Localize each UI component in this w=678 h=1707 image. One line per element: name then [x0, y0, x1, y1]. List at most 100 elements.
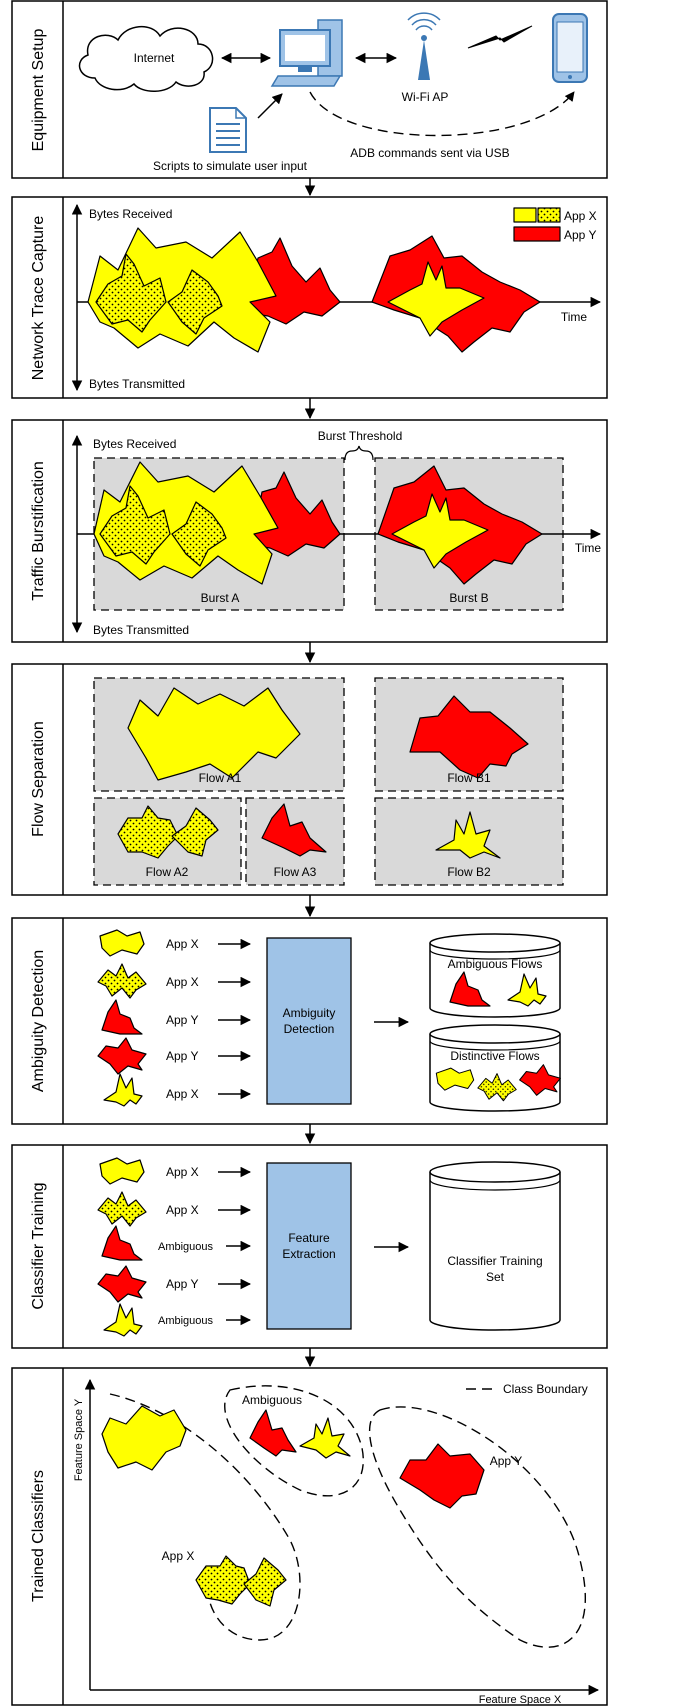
flow-a3-label: Flow A3 [274, 865, 317, 879]
legend-swatch-app-x-dotted [537, 207, 561, 223]
legend-swatch-app-y [513, 226, 561, 242]
ambiguous-flows-db: Ambiguous Flows [429, 933, 561, 1018]
burst-time-label: Time [575, 541, 602, 555]
stage-title-burst: Traffic Burstification [30, 461, 47, 601]
trained-app-y-label: App Y [490, 1454, 522, 1468]
ambiguity-section: App X App X App Y App Y App X Ambiguity … [97, 929, 561, 1112]
training-set-line-1: Classifier Training [447, 1254, 542, 1268]
adb-label: ADB commands sent via USB [350, 146, 509, 160]
wifi-ap-label: Wi-Fi AP [402, 90, 449, 104]
flow-a2-label: Flow A2 [146, 865, 189, 879]
ambiguity-flow-5 [103, 1073, 143, 1107]
setup-section: Internet Wi-Fi AP [78, 12, 588, 173]
stage-title-trained: Trained Classifiers [30, 1470, 47, 1602]
ambiguity-label-1: App X [166, 937, 199, 951]
boundary-app-x [109, 1393, 301, 1641]
training-flow-3 [101, 1225, 143, 1261]
ambiguity-detection-box [266, 937, 352, 1105]
cloud-icon [78, 26, 214, 92]
time-label: Time [561, 310, 588, 324]
burst-threshold-label: Burst Threshold [318, 429, 403, 443]
stage-frame-setup [11, 0, 608, 179]
stage-title-training: Classifier Training [30, 1182, 47, 1309]
trace-burst-b [371, 235, 541, 353]
ambiguous-flows-label: Ambiguous Flows [448, 957, 543, 971]
feature-space-x-label: Feature Space X [479, 1694, 562, 1706]
burst-a-label: Burst A [201, 591, 240, 605]
class-boundary-label: Class Boundary [503, 1382, 588, 1396]
burst-b-traffic [377, 465, 543, 585]
wifi-antenna-icon [407, 12, 441, 80]
training-flow-2 [97, 1191, 147, 1227]
feature-extraction-box [266, 1162, 352, 1330]
legend-swatch-app-x [513, 207, 537, 223]
burst-bytes-transmitted-label: Bytes Transmitted [93, 623, 189, 637]
training-flow-1 [99, 1157, 145, 1185]
feature-box-line-1: Feature [288, 1231, 330, 1245]
burst-bytes-received-label: Bytes Received [93, 437, 176, 451]
ambiguity-label-4: App Y [166, 1049, 198, 1063]
trace-burst-a [87, 227, 341, 353]
bytes-transmitted-label: Bytes Transmitted [89, 377, 185, 391]
ambiguity-flow-1 [99, 929, 145, 957]
document-icon [209, 107, 247, 153]
training-label-2: App X [166, 1203, 199, 1217]
flow-b2-shape [435, 811, 501, 859]
distinctive-flows-label: Distinctive Flows [450, 1049, 539, 1063]
boundary-ambiguous [224, 1385, 364, 1497]
ambiguity-box-line-2: Detection [284, 1022, 335, 1036]
trained-ambiguous-yellow-shape [299, 1417, 351, 1459]
trained-app-x-label: App X [162, 1549, 195, 1563]
ambiguity-flow-4 [97, 1037, 147, 1075]
trained-ambiguous-label: Ambiguous [242, 1393, 302, 1407]
burst-threshold-brace [344, 445, 374, 461]
flow-a1-label: Flow A1 [199, 771, 242, 785]
trained-app-y-shape [399, 1443, 485, 1509]
ambiguity-flow-3 [101, 999, 143, 1035]
training-label-3: Ambiguous [158, 1241, 214, 1253]
stage-frame-trained [11, 1367, 608, 1706]
trained-app-x-shape [101, 1405, 187, 1471]
training-label-5: Ambiguous [158, 1315, 214, 1327]
ambiguity-label-5: App X [166, 1087, 199, 1101]
trained-app-x-dotted-shape [195, 1555, 287, 1607]
burst-b-label: Burst B [449, 591, 488, 605]
distinctive-flows-db: Distinctive Flows [429, 1024, 561, 1112]
bytes-received-label: Bytes Received [89, 207, 172, 221]
boundary-app-y [368, 1406, 586, 1648]
flow-b1-label: Flow B1 [447, 771, 491, 785]
flow-b2-label: Flow B2 [447, 865, 491, 879]
legend-app-x: App X [564, 209, 597, 223]
stage-title-capture: Network Trace Capture [30, 216, 47, 381]
trained-section: Feature Space Y Feature Space X Class Bo… [73, 1378, 600, 1706]
ambiguity-label-3: App Y [166, 1013, 198, 1027]
scripts-arrow [257, 93, 283, 119]
flow-b1-shape [409, 695, 529, 779]
classifier-training-set-db: Classifier Training Set [429, 1161, 561, 1331]
flow-a1-shape [127, 687, 301, 781]
training-set-line-2: Set [486, 1270, 505, 1284]
ambiguity-label-2: App X [166, 975, 199, 989]
feature-space-y-label: Feature Space Y [73, 1398, 85, 1481]
burst-a-traffic [93, 461, 341, 585]
computer-icon [270, 19, 343, 87]
stage-title-ambiguity: Ambiguity Detection [30, 950, 47, 1092]
internet-label: Internet [134, 51, 175, 65]
training-label-1: App X [166, 1165, 199, 1179]
ambiguity-flow-2 [97, 963, 147, 999]
training-flow-4 [97, 1265, 147, 1303]
training-flow-5 [103, 1303, 143, 1337]
flow-a3-shape [261, 803, 327, 857]
stage-title-setup: Equipment Setup [30, 29, 47, 152]
flows-section: Flow A1 Flow B1 Flow A2 Flow A3 Flow B2 [93, 677, 564, 886]
smartphone-icon [552, 13, 588, 83]
scripts-label: Scripts to simulate user input [153, 159, 308, 173]
capture-section: Bytes Received Bytes Transmitted Time Ap… [71, 203, 602, 392]
legend: App X App Y [513, 207, 597, 242]
ambiguity-box-line-1: Ambiguity [283, 1006, 336, 1020]
stage-title-flows: Flow Separation [30, 721, 47, 837]
flow-a2-shape [117, 805, 219, 859]
training-section: App X App X Ambiguous App Y Ambiguous Fe… [97, 1157, 561, 1337]
legend-app-y: App Y [564, 228, 596, 242]
